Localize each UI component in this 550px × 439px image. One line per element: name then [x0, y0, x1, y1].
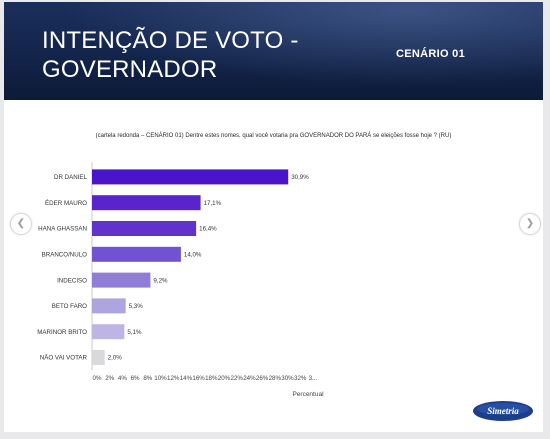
- bar: [92, 350, 105, 365]
- x-tick-label: 30%: [281, 375, 294, 382]
- category-label: ÉDER MAURO: [45, 200, 87, 207]
- bar: [92, 246, 181, 262]
- data-label: 2,0%: [108, 355, 123, 362]
- x-tick-label: 24%: [243, 375, 256, 382]
- x-tick-label: 12%: [167, 375, 180, 382]
- bar: [92, 195, 201, 211]
- x-tick-label: 6%: [131, 375, 140, 382]
- bar-chart: DR DANIEL 30,9% ÉDER MAURO 17,1% HANA GHASSA…: [37, 162, 324, 398]
- category-label: MARINOR BRITO: [37, 329, 87, 336]
- title-line-2: GOVERNADOR: [42, 56, 218, 83]
- prev-slide-button[interactable]: ❮: [10, 213, 32, 235]
- x-tick-label: 4%: [118, 375, 127, 382]
- logo-highlight: [477, 403, 529, 415]
- header-shine: [4, 2, 543, 100]
- logo-text: Simetria: [487, 406, 519, 416]
- data-label: 9,2%: [153, 277, 168, 284]
- category-label: NÃO VAI VOTAR: [40, 355, 88, 362]
- next-slide-button[interactable]: ❯: [519, 213, 541, 235]
- data-label: 16,4%: [199, 226, 217, 233]
- slide-title: INTENÇÃO DE VOTO - GOVERNADOR: [42, 26, 372, 84]
- category-label: BRANCO/NULO: [42, 252, 88, 259]
- chevron-right-icon: ❯: [525, 218, 535, 229]
- data-label: 30,9%: [291, 174, 309, 181]
- data-label: 17,1%: [204, 200, 222, 207]
- survey-question: (cartela redonda – CENÁRIO 01) Dentre es…: [95, 133, 452, 139]
- data-label: 14,0%: [184, 252, 202, 259]
- x-tick-label: 16%: [192, 375, 205, 382]
- category-label: HANA GHASSAN: [38, 226, 87, 233]
- x-tick-label: 3...: [309, 375, 318, 382]
- simetria-logo: Simetria: [473, 401, 533, 421]
- chevron-left-icon: ❮: [16, 218, 26, 229]
- slide: INTENÇÃO DE VOTO - GOVERNADOR CENÁRIO 01…: [4, 2, 543, 432]
- x-tick-label: 18%: [205, 375, 218, 382]
- bar: [92, 298, 126, 314]
- x-tick-label: 22%: [231, 375, 244, 382]
- bar: [92, 324, 125, 340]
- x-axis-label: Percentual: [292, 391, 324, 398]
- scenario-label: CENÁRIO 01: [396, 48, 466, 60]
- category-label: BETO FARO: [52, 303, 87, 310]
- data-label: 5,3%: [129, 303, 144, 310]
- x-tick-label: 0%: [93, 375, 102, 382]
- x-tick-label: 2%: [105, 375, 114, 382]
- x-tick-label: 32%: [294, 375, 307, 382]
- category-label: INDECISO: [57, 277, 87, 284]
- bar: [92, 169, 289, 185]
- x-tick-label: 14%: [180, 375, 193, 382]
- x-tick-label: 20%: [218, 375, 231, 382]
- category-label: DR DANIEL: [54, 174, 88, 181]
- x-tick-label: 26%: [256, 375, 269, 382]
- x-tick-label: 8%: [143, 375, 152, 382]
- data-label: 5,1%: [127, 329, 142, 336]
- bar: [92, 272, 151, 288]
- bar: [92, 221, 197, 236]
- title-line-1: INTENÇÃO DE VOTO -: [42, 27, 299, 54]
- x-tick-label: 28%: [269, 375, 282, 382]
- x-tick-label: 10%: [154, 375, 167, 382]
- slide-header: INTENÇÃO DE VOTO - GOVERNADOR CENÁRIO 01: [4, 2, 543, 100]
